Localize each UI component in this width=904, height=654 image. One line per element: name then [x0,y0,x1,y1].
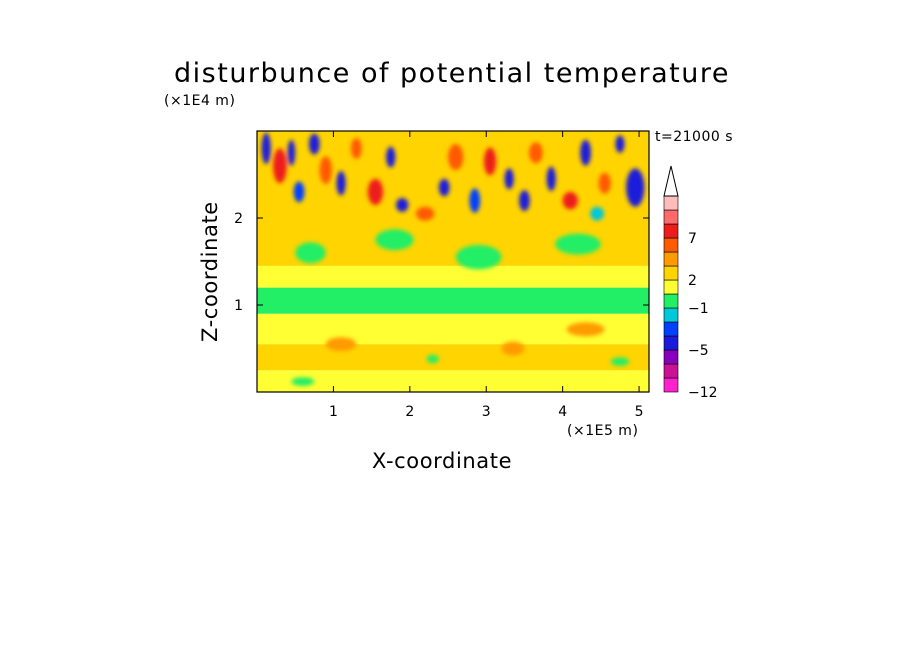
colorbar-swatch [663,321,679,337]
x-tick-label: 1 [329,404,338,420]
colorbar-swatch [663,307,679,323]
heatmap-blob [562,191,578,210]
heatmap-blob [273,148,287,184]
x-tick-label: 4 [558,404,567,420]
heatmap-blob [319,156,332,185]
heatmap-blob [396,197,409,212]
heatmap-blob [610,357,630,366]
heatmap-blob [415,206,435,221]
colorbar-tick-label: −5 [688,343,709,359]
heatmap-blob [293,181,305,203]
y-axis: 12 [234,211,649,314]
heatmap-blob [295,242,326,264]
chart-title: disturbunce of potential temperature [174,58,730,89]
y-unit-label: (×1E4 m) [164,93,236,109]
heatmap-blob [426,354,439,364]
heatmap-field [257,131,649,392]
heatmap-blob [501,341,525,356]
heatmap-blob [555,233,601,255]
heatmap-blob [455,244,502,270]
colorbar-tick-label: 2 [688,273,697,289]
heatmap-layer [257,287,649,314]
heatmap-blob [386,146,396,168]
x-axis: 1 2 3 4 5 [329,131,644,420]
heatmap-blob [615,135,625,153]
heatmap-blob [448,144,464,171]
y-tick-label: 1 [234,298,243,314]
colorbar-swatch [663,293,679,309]
heatmap-blob [367,178,384,205]
colorbar-swatch [663,279,679,295]
heatmap-blob [580,139,591,166]
heatmap-blob [336,171,346,196]
plot-frame [256,130,650,393]
colorbar-tick-label: −1 [688,301,709,317]
colorbar-swatch [663,349,679,365]
heatmap-blob [546,166,556,192]
colorbar-tick-label: 7 [688,231,697,247]
heatmap-blob [308,133,320,155]
colorbar-swatch [663,363,679,379]
colorbar-swatch [663,251,679,267]
heatmap-blobs [261,132,645,386]
colorbar-swatch [663,237,679,253]
x-unit-label: (×1E5 m) [567,423,639,439]
heatmap-blob [519,190,530,212]
x-tick-label: 2 [405,404,414,420]
heatmap-blob [291,377,315,386]
heatmap-blob [438,178,450,197]
colorbar-swatch [663,223,679,239]
colorbar-swatch [663,377,679,393]
heatmap-layer [257,344,649,371]
heatmap-blob [261,132,271,165]
heatmap-layer [257,265,649,288]
x-axis-label: X-coordinate [372,449,513,473]
heatmap-blob [350,137,362,159]
colorbar-swatch [663,335,679,351]
heatmap-blob [375,229,414,251]
colorbar-swatch [663,209,679,225]
heatmap-blob [483,147,497,176]
heatmap-blob [469,188,481,213]
colorbar-swatch [663,195,679,211]
heatmap-blob [529,142,543,164]
heatmap-blob [598,172,611,194]
heatmap-layer [257,370,649,392]
heatmap-blob [287,139,296,166]
heatmap-blob [325,337,357,352]
x-tick-label: 5 [635,404,644,420]
x-tick-label: 3 [482,404,491,420]
time-label: t=21000 s [655,129,733,145]
colorbar-tick-label: −12 [688,385,718,401]
heatmap-blob [566,322,605,337]
heatmap-blob [626,168,645,207]
heatmap-blob [590,206,604,221]
y-tick-label: 2 [234,211,243,227]
colorbar: 7 2 −1 −5 −12 [663,165,718,401]
colorbar-swatch [663,265,679,281]
colorbar-extend-max [663,165,679,197]
heatmap-blob [504,168,514,190]
